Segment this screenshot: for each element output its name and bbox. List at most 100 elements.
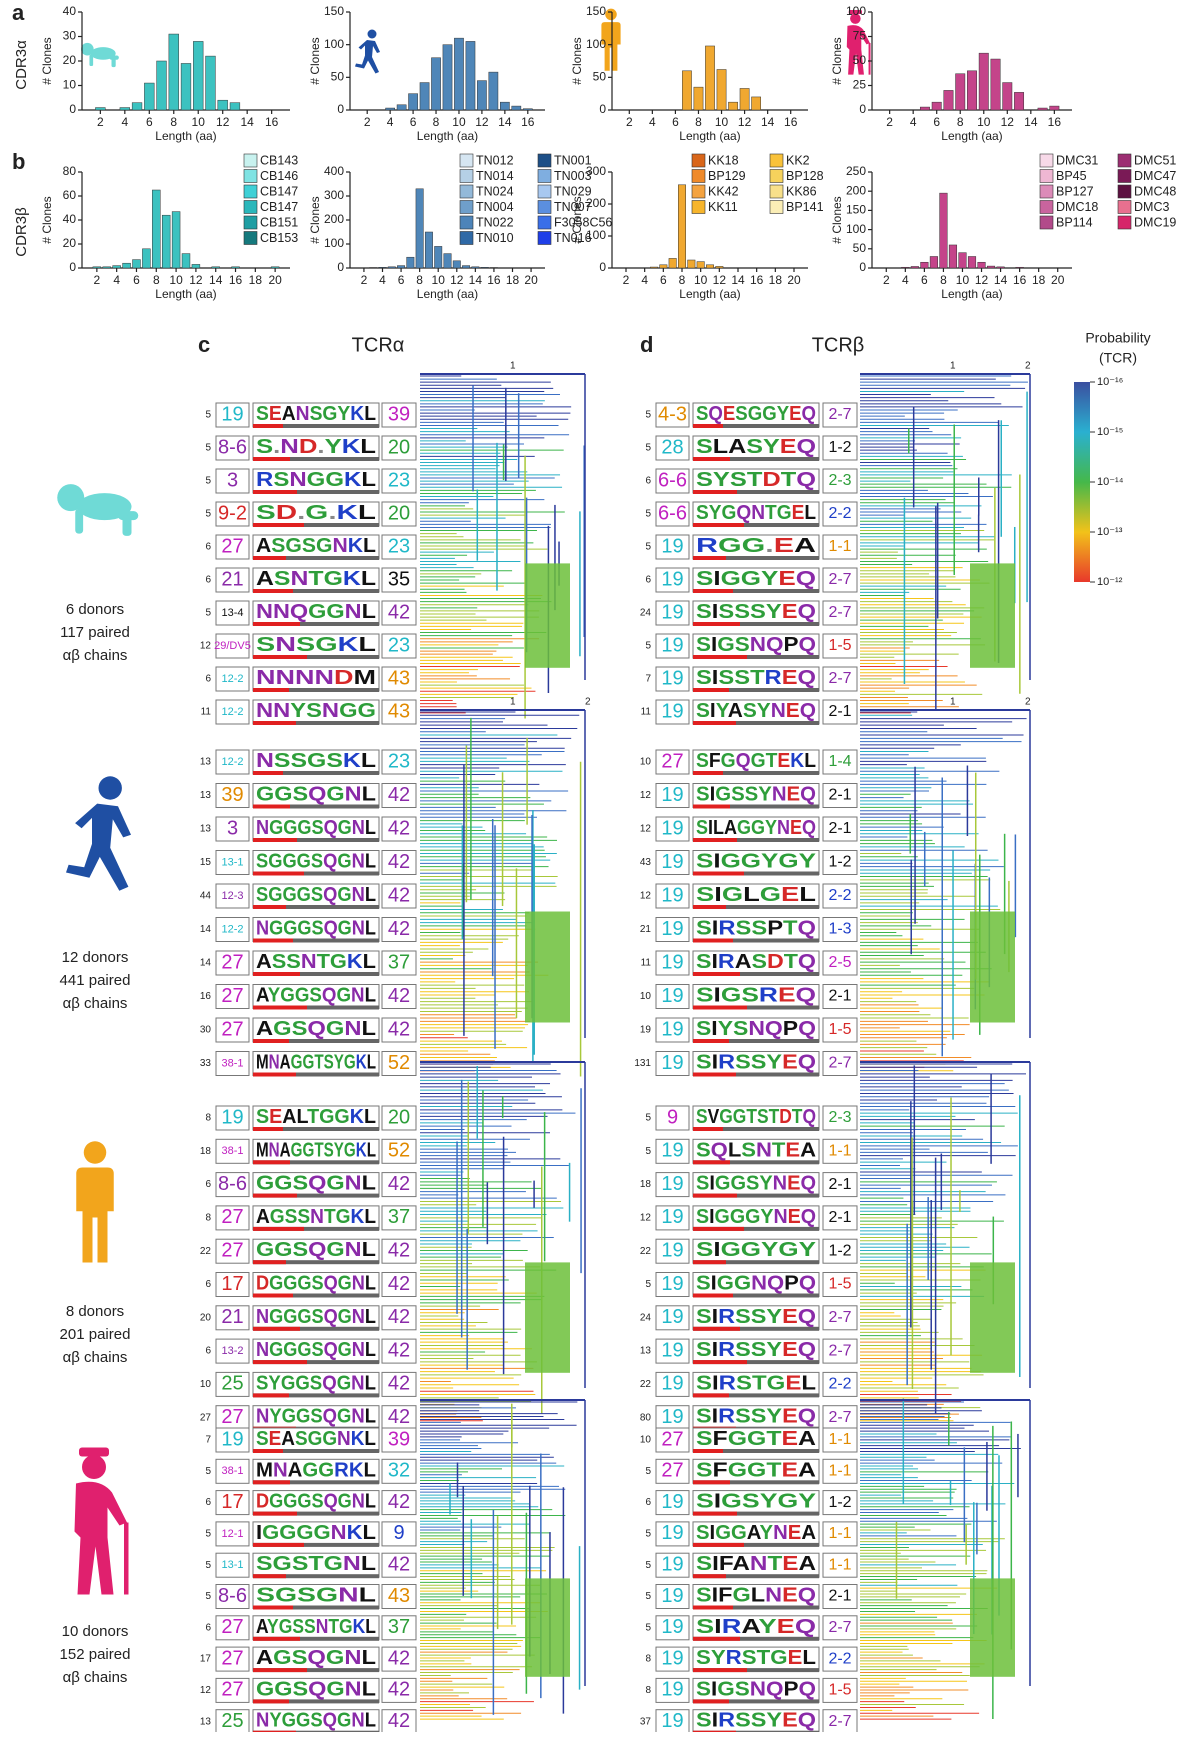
cdr3-motif: SQESGGYEQ [696, 403, 816, 425]
j-gene: 1-2 [828, 854, 851, 871]
v-gene: 19 [661, 1373, 683, 1395]
legend-label: TN012 [476, 153, 514, 167]
j-gene: 23 [388, 535, 410, 557]
x-tick-label: 8 [170, 115, 177, 129]
j-gene: 42 [388, 851, 410, 873]
x-tick-label: 6 [146, 115, 153, 129]
x-tick-label: 8 [416, 273, 423, 287]
x-tick-label: 16 [784, 115, 798, 129]
v-gene: 19 [661, 884, 683, 906]
j-gene: 2-7 [828, 571, 851, 588]
x-tick-label: 6 [133, 273, 140, 287]
j-gene: 2-7 [828, 1309, 851, 1326]
x-tick-label: 16 [750, 273, 764, 287]
j-gene: 42 [388, 1491, 410, 1513]
legend-label: TN010 [476, 231, 514, 245]
legend-label: BP141 [786, 200, 824, 214]
bar [991, 59, 1000, 110]
v-gene: 38-1 [221, 1057, 243, 1069]
bar [232, 267, 240, 268]
cdr3-motif: AYGGSQGNL [256, 985, 376, 1007]
x-tick-label: 2 [886, 115, 893, 129]
j-gene: 23 [388, 469, 410, 491]
clone-count: 6 [205, 1622, 211, 1633]
panel-letter: c [198, 332, 210, 357]
j-gene: 23 [388, 634, 410, 656]
bar [462, 266, 469, 268]
j-gene: 2-2 [828, 1376, 851, 1393]
colorbar-tick-label: 10⁻¹⁵ [1097, 426, 1123, 438]
j-gene: 39 [388, 1428, 410, 1450]
clone-count: 12 [640, 891, 652, 902]
v-gene: 27 [221, 985, 243, 1007]
legend-label: KK11 [708, 200, 738, 214]
v-gene: 19 [661, 634, 683, 656]
cdr3-motif: SIGSSYNEQ [696, 784, 816, 806]
j-gene: 2-1 [828, 1209, 851, 1226]
bar [944, 90, 953, 110]
j-gene: 2-1 [828, 1176, 851, 1193]
bar [959, 253, 967, 268]
clone-count: 12 [640, 824, 652, 835]
j-gene: 1-2 [828, 1494, 851, 1511]
v-gene: 27 [221, 951, 243, 973]
donor-label: 117 paired [60, 624, 130, 641]
clone-count: 12 [640, 790, 652, 801]
y-tick-label: 0 [859, 102, 866, 116]
bar [454, 38, 463, 110]
x-tick-label: 16 [229, 273, 243, 287]
v-gene: 19 [661, 1052, 683, 1074]
y-axis-label: # Clones [570, 37, 584, 84]
clone-count: 10 [640, 1435, 652, 1446]
y-tick-label: 50 [853, 53, 867, 67]
v-gene: 19 [661, 1140, 683, 1162]
legend-label: CB151 [260, 215, 298, 229]
y-axis-label: # Clones [308, 37, 322, 84]
colorbar-tick-label: 10⁻¹⁶ [1097, 376, 1123, 388]
clone-count: 5 [645, 1146, 651, 1157]
x-tick-label: 8 [695, 115, 702, 129]
j-gene: 32 [388, 1460, 410, 1482]
y-tick-label: 30 [63, 29, 77, 43]
cdr3-motif: SIGGNQPQ [696, 1273, 816, 1295]
bar [979, 53, 988, 110]
j-gene: 42 [388, 1306, 410, 1328]
bar [650, 267, 657, 268]
x-tick-label: 20 [268, 273, 282, 287]
bar [682, 71, 691, 110]
clone-count: 8 [645, 1685, 651, 1696]
legend-swatch [1040, 185, 1053, 198]
bar [132, 103, 142, 110]
legend-swatch [692, 185, 705, 198]
cdr3-motif: SIGGAYNEA [696, 1522, 816, 1544]
donor-label: 152 paired [60, 1646, 131, 1663]
j-gene: 42 [388, 918, 410, 940]
donor-label: αβ chains [63, 995, 128, 1012]
bar [409, 94, 418, 110]
v-gene: 19 [221, 1428, 243, 1450]
v-gene: 13-2 [221, 1345, 243, 1357]
clone-count: 6 [205, 674, 211, 685]
cdr3-motif: DGGGSQGNL [256, 1491, 376, 1513]
j-gene: 2-1 [828, 787, 851, 804]
bar [997, 267, 1005, 268]
y-tick-label: 0 [599, 260, 606, 274]
j-gene: 1-1 [828, 1525, 851, 1542]
y-tick-label: 150 [846, 203, 866, 217]
legend-label: KK2 [786, 153, 810, 167]
legend-label: KK18 [708, 153, 739, 167]
clone-count: 11 [641, 958, 652, 969]
j-gene: 2-1 [828, 703, 851, 720]
x-axis-label: Length (aa) [679, 129, 740, 143]
clone-count: 13 [200, 757, 212, 768]
bar [930, 256, 938, 268]
bar [271, 267, 279, 268]
legend-swatch [538, 154, 551, 167]
clone-count: 22 [640, 1379, 652, 1390]
v-gene: 3 [227, 817, 238, 839]
y-tick-label: 0 [599, 102, 606, 116]
figure: a b c d CDR3α CDR3β TCRα TCRβ 0102030402… [0, 0, 1183, 1732]
bar [705, 46, 714, 110]
